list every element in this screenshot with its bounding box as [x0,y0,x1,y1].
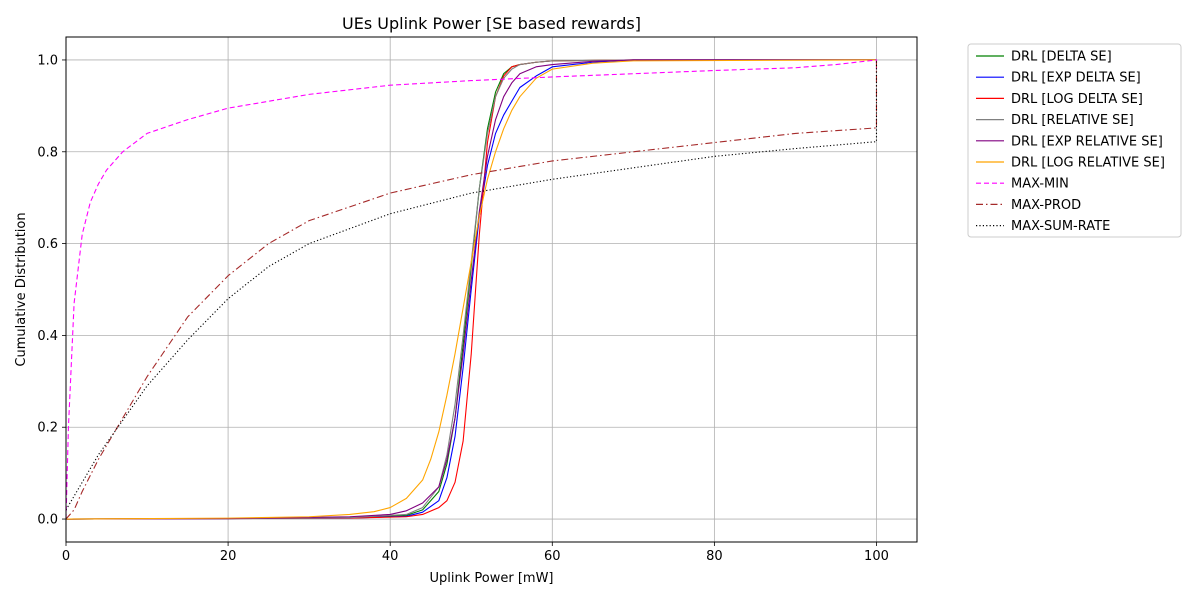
series-line-1 [65,59,877,520]
x-tick-label: 100 [864,549,889,564]
series-line-6 [65,59,878,520]
x-tick-label: 40 [382,549,399,564]
series-layer [65,59,878,520]
series-line-5 [65,59,877,520]
legend-label-5: DRL [LOG RELATIVE SE] [1011,156,1165,171]
x-tick-label: 0 [62,549,70,564]
y-tick-label: 0.4 [37,329,58,344]
x-axis-label: Uplink Power [mW] [430,571,554,586]
y-tick-label: 0.0 [37,513,58,528]
legend-label-0: DRL [DELTA SE] [1011,50,1112,65]
plot-frame [65,36,918,543]
legend-label-6: MAX-MIN [1011,177,1069,192]
y-axis-label: Cumulative Distribution [14,212,29,366]
legend-box [967,43,1182,238]
series-line-3 [65,59,877,520]
x-tick-label: 20 [220,549,237,564]
legend: DRL [DELTA SE] DRL [EXP DELTA SE] DRL [LOG… [967,43,1182,238]
legend-label-1: DRL [EXP DELTA SE] [1011,71,1141,86]
y-tick-label: 0.8 [37,145,58,160]
x-tick-label: 60 [544,549,561,564]
legend-label-3: DRL [RELATIVE SE] [1011,113,1134,128]
y-tick-label: 0.2 [37,421,58,436]
legend-label-8: MAX-SUM-RATE [1011,219,1110,234]
tick-layer: 0 20 40 60 80 100 0.0 0.2 0.4 0.6 0.8 1.0 [37,53,889,564]
series-line-4 [65,59,877,520]
chart-title: UEs Uplink Power [SE based rewards] [342,14,641,33]
series-line-7 [65,59,878,520]
legend-label-2: DRL [LOG DELTA SE] [1011,92,1143,107]
y-tick-label: 1.0 [37,53,58,68]
legend-label-7: MAX-PROD [1011,198,1081,213]
y-tick-label: 0.6 [37,237,58,252]
x-tick-label: 80 [706,549,723,564]
legend-label-4: DRL [EXP RELATIVE SE] [1011,134,1163,149]
